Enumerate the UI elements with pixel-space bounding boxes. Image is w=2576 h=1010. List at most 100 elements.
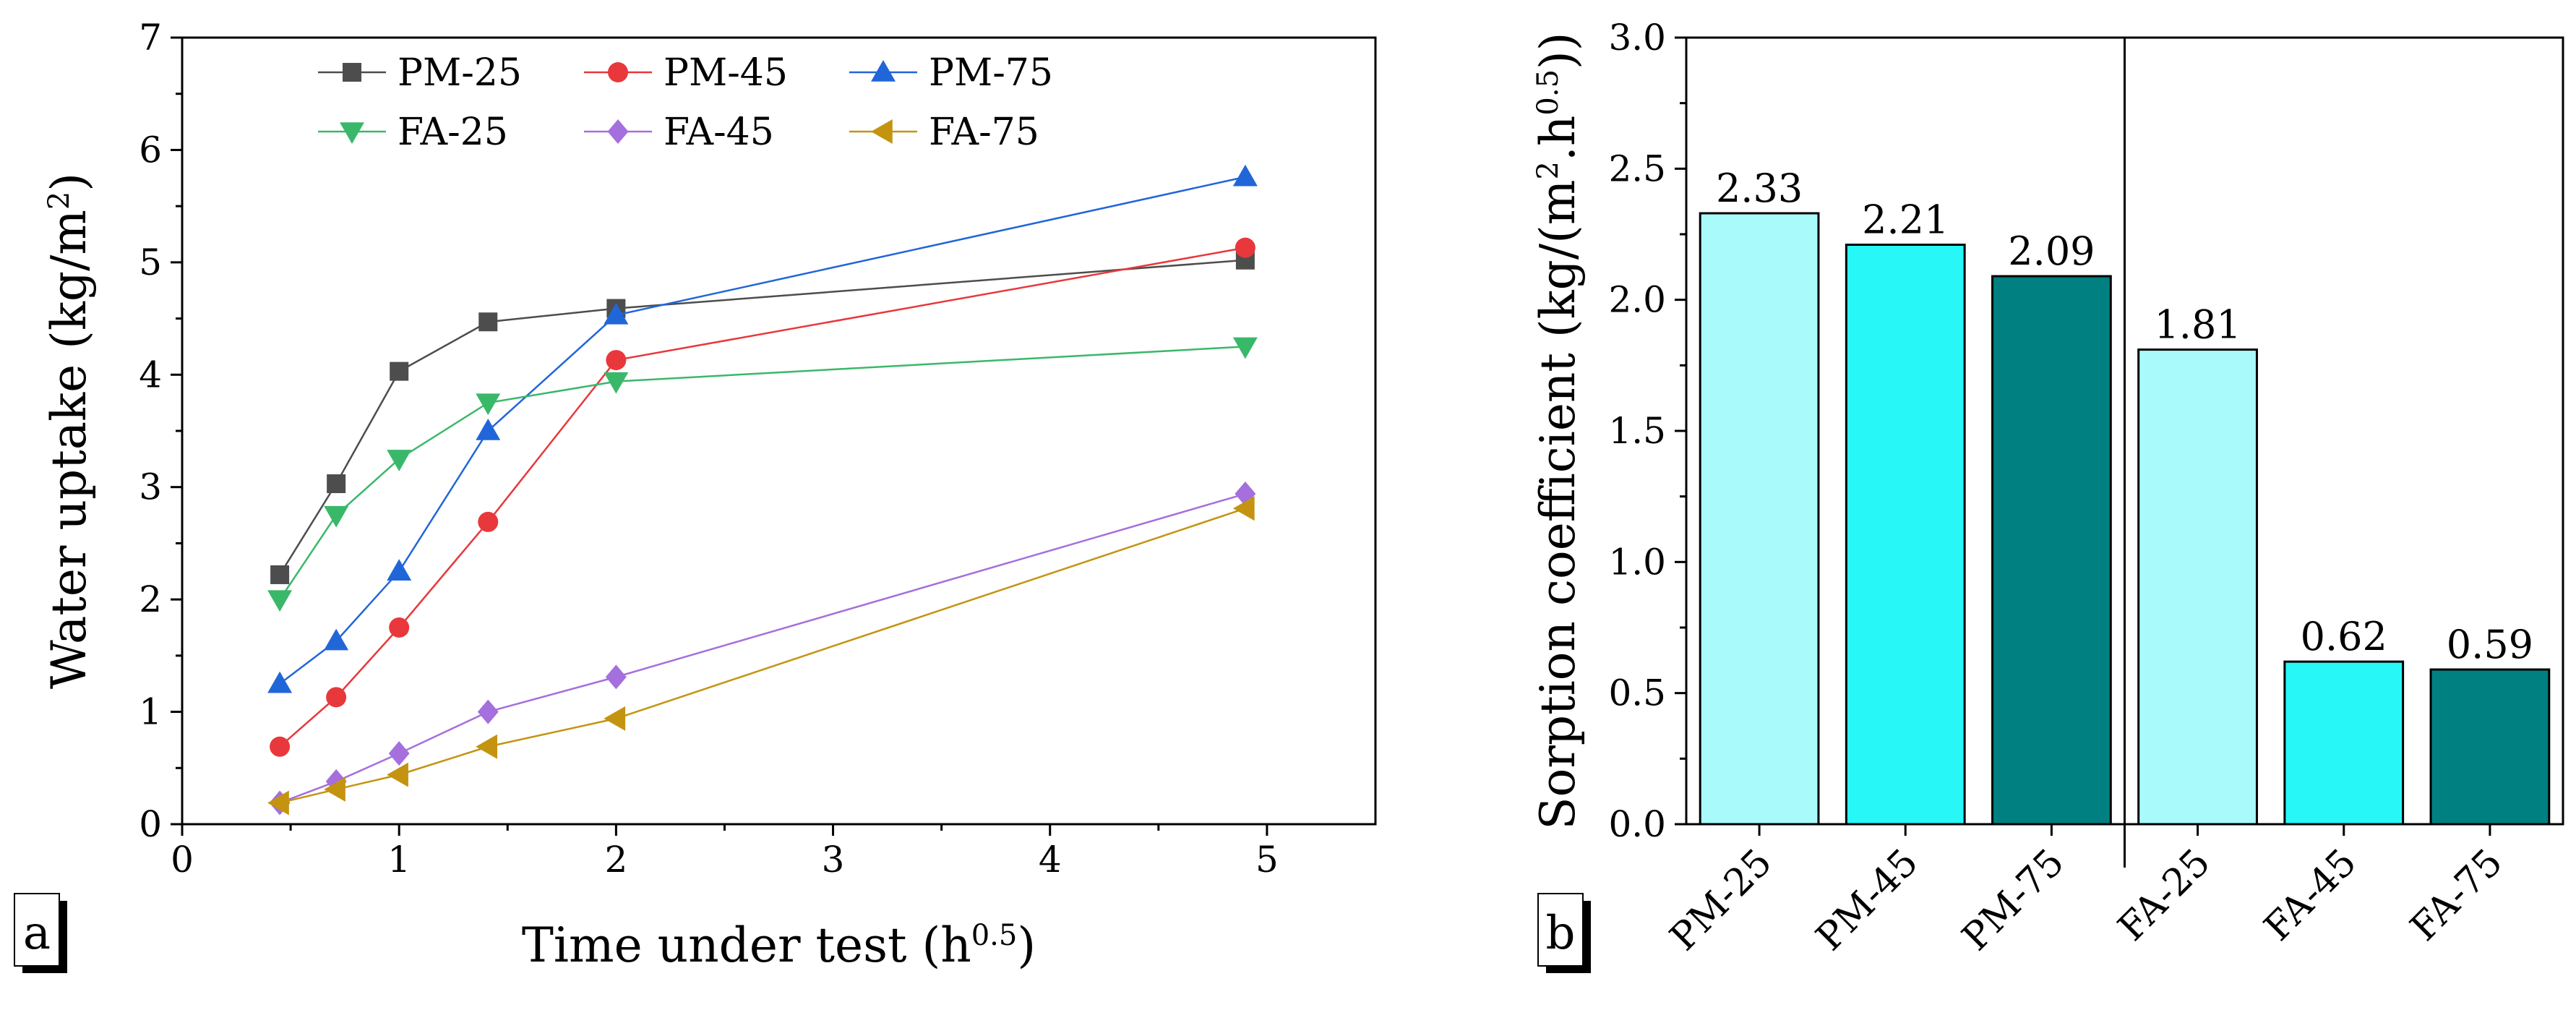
legend-item-fa-25: FA-25: [318, 111, 508, 154]
category-label: FA-75: [2403, 841, 2512, 950]
bar-pm-25: [1699, 212, 1820, 826]
panel-a-line-chart: 0 1 2 3 4 5 0 1 2 3 4 5 6 7 Time under test (h0.5) Wate…: [14, 17, 1377, 973]
category-label: PM-45: [1808, 841, 1926, 959]
series-fa-25: [267, 337, 1258, 612]
data-point-pm-45: [1235, 237, 1255, 258]
x-tick-label-a: 1: [387, 839, 411, 881]
x-tick-label-a: 2: [604, 839, 627, 881]
y-tick-label-b: 2.5: [1608, 147, 1666, 189]
category-label: FA-45: [2256, 841, 2365, 950]
data-point-fa-45: [1235, 482, 1256, 507]
legend-marker: [871, 60, 896, 82]
series-line-pm-45: [279, 247, 1246, 748]
data-point-pm-45: [389, 617, 410, 638]
bar-fa-75: [2429, 668, 2551, 826]
data-point-pm-25: [327, 474, 346, 494]
legend-marker: [607, 119, 629, 144]
data-point-pm-45: [606, 350, 627, 371]
y-tick-label-a: 1: [139, 691, 162, 733]
series-line-fa-75: [279, 508, 1246, 804]
data-point-pm-45: [270, 736, 291, 757]
data-point-pm-75: [1232, 164, 1258, 187]
series-line-pm-25: [279, 259, 1245, 575]
bar-value-label: 0.59: [2447, 622, 2533, 667]
data-point-pm-75: [387, 559, 412, 581]
series-line-fa-45: [279, 492, 1246, 804]
series-fa-75: [267, 496, 1255, 816]
y-tick-label-a: 2: [139, 578, 162, 620]
data-point-pm-25: [478, 312, 498, 332]
legend-marker: [343, 63, 361, 82]
data-point-pm-75: [476, 419, 501, 440]
legend-label: FA-25: [398, 111, 508, 154]
x-tick-label-a: 3: [822, 839, 845, 881]
legend-item-fa-45: FA-45: [584, 111, 774, 154]
bar-value-label: 1.81: [2154, 302, 2241, 348]
panel-label-a: a: [14, 893, 67, 973]
y-tick-label-a: 4: [139, 354, 162, 395]
legend-label: FA-45: [664, 111, 774, 154]
data-point-fa-45: [605, 664, 627, 690]
data-point-pm-25: [390, 361, 409, 381]
x-tick-label-a: 0: [171, 839, 194, 881]
data-point-fa-75: [324, 776, 345, 802]
x-axis-label-a: Time under test (h0.5): [522, 917, 1036, 973]
data-point-fa-25: [387, 450, 412, 471]
panel-label-text: a: [23, 907, 51, 960]
x-tick-label-a: 5: [1255, 839, 1279, 881]
data-point-fa-25: [476, 393, 501, 416]
data-point-fa-75: [476, 734, 498, 759]
y-tick-label-a: 6: [139, 129, 162, 171]
y-tick-label-a: 0: [139, 803, 162, 845]
y-tick-label-a: 5: [139, 241, 162, 283]
legend-item-pm-25: PM-25: [318, 51, 522, 95]
bar-value-label: 2.09: [2008, 228, 2095, 274]
panel-label-box: [14, 893, 60, 967]
bar-fa-25: [2137, 348, 2258, 826]
plot-frame-a: [181, 36, 1377, 826]
bar-value-label: 0.62: [2301, 614, 2387, 659]
legend-item-fa-75: FA-75: [849, 111, 1039, 154]
data-point-pm-75: [324, 628, 349, 651]
x-tick-label-a: 4: [1039, 839, 1062, 881]
legend-item-pm-45: PM-45: [584, 51, 788, 95]
y-tick-label-b: 0.5: [1608, 672, 1666, 714]
data-point-pm-25: [270, 565, 290, 584]
y-axis-label-a: Water uptake (kg/m2): [41, 173, 97, 689]
category-label: PM-25: [1662, 841, 1780, 959]
panel-label-b: b: [1537, 893, 1591, 973]
data-point-fa-75: [604, 706, 626, 731]
panel-label-box: [1537, 893, 1584, 967]
data-point-fa-75: [267, 790, 289, 816]
data-point-pm-45: [326, 687, 347, 708]
series-fa-45: [269, 482, 1256, 816]
data-point-pm-45: [478, 511, 499, 532]
data-point-fa-45: [388, 741, 410, 766]
y-tick-label-b: 1.0: [1608, 541, 1666, 583]
y-tick-label-b: 1.5: [1608, 410, 1666, 452]
y-tick-label-b: 0.0: [1608, 803, 1666, 845]
data-point-fa-25: [324, 505, 349, 528]
data-point-fa-45: [477, 699, 499, 724]
bar-value-label: 2.33: [1716, 166, 1803, 211]
legend-marker: [608, 62, 628, 82]
y-tick-label-b: 2.0: [1608, 279, 1666, 321]
bar-pm-75: [1991, 275, 2112, 826]
bar-value-label: 2.21: [1862, 197, 1949, 243]
bar-fa-45: [2283, 660, 2405, 826]
legend-label: FA-75: [929, 111, 1039, 154]
data-point-pm-75: [604, 302, 629, 325]
legend-marker: [340, 122, 364, 144]
series-line-fa-25: [279, 346, 1245, 600]
series-line-pm-75: [279, 176, 1246, 685]
legend-item-pm-75: PM-75: [849, 51, 1053, 95]
series-pm-45: [270, 237, 1255, 757]
legend-label: PM-45: [664, 51, 788, 95]
data-point-fa-25: [1232, 337, 1258, 359]
data-point-fa-25: [604, 372, 629, 394]
legend-label: PM-25: [398, 51, 522, 95]
y-axis-label-b: Sorption coefficient (kg/(m2.h0.5)): [1530, 32, 1586, 829]
category-label: PM-75: [1954, 841, 2073, 959]
data-point-fa-75: [1232, 496, 1255, 521]
